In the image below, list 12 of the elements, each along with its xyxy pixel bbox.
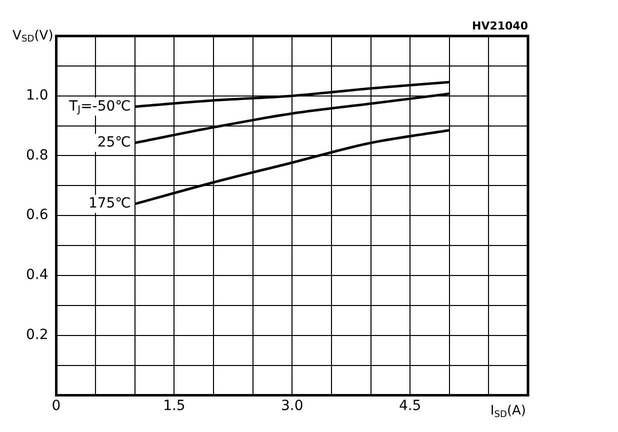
- y-tick-label: 1.0: [26, 88, 48, 104]
- text: HV21040: [472, 19, 528, 32]
- x-tick-label: 1.5: [163, 398, 186, 414]
- series-label: 25℃: [97, 134, 131, 151]
- y-tick-label: 0.4: [26, 267, 48, 284]
- x-tick-label: 3.0: [281, 398, 304, 414]
- x-tick-label: 4.5: [398, 398, 422, 414]
- y-tick-label: 0.6: [26, 207, 48, 224]
- series-label: 175℃: [88, 196, 131, 212]
- x-tick-label: 0: [52, 398, 61, 414]
- y-tick-label: 0.2: [26, 326, 48, 343]
- y-tick-label: 0.8: [26, 147, 48, 164]
